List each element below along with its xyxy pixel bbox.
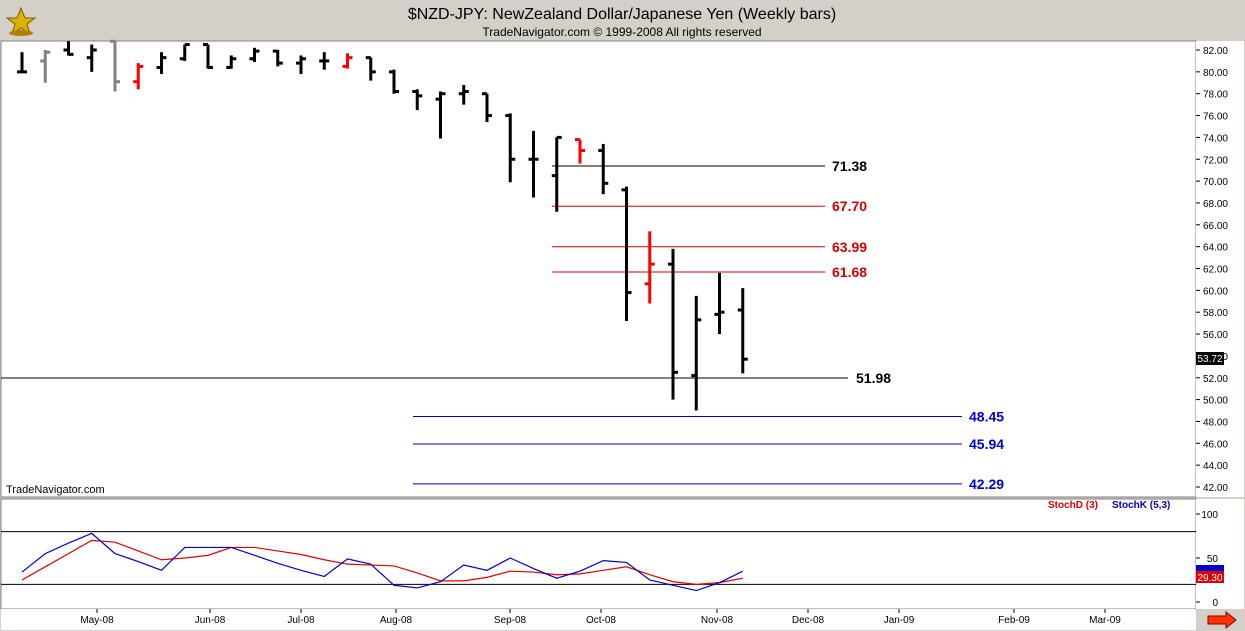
price-axis: 42.0044.0046.0048.0050.0052.0054.0056.00… bbox=[1196, 46, 1228, 494]
stoch-tick-label: 50 bbox=[1207, 554, 1219, 565]
level-label: 45.94 bbox=[969, 436, 1004, 452]
date-tick-label: Jul-08 bbox=[287, 615, 315, 626]
date-tick-label: May-08 bbox=[80, 615, 114, 626]
price-tick-label: 48.00 bbox=[1203, 417, 1228, 428]
price-tick-label: 58.00 bbox=[1203, 308, 1228, 319]
price-tick-label: 70.00 bbox=[1203, 177, 1228, 188]
price-tick-label: 56.00 bbox=[1203, 330, 1228, 341]
price-tick-label: 72.00 bbox=[1203, 155, 1228, 166]
stochd-line bbox=[21, 539, 743, 586]
watermark-text: TradeNavigator.com bbox=[6, 484, 105, 496]
retracement-levels: 71.38 67.70 63.99 61.68 51.98 48.45 45.94 42.29 bbox=[1, 158, 1004, 492]
price-tick-label: 68.00 bbox=[1203, 199, 1228, 210]
level-label: 67.70 bbox=[832, 198, 867, 214]
level-label: 71.38 bbox=[832, 158, 867, 174]
date-tick-label: Feb-09 bbox=[998, 615, 1030, 626]
stoch-axis-area bbox=[1196, 499, 1244, 609]
date-tick-label: Oct-08 bbox=[586, 615, 616, 626]
price-tick-label: 52.00 bbox=[1203, 374, 1228, 385]
trade-navigator-logo-icon[interactable] bbox=[4, 4, 38, 38]
stochd-value-tag bbox=[1196, 571, 1224, 583]
date-tick-label: Sep-08 bbox=[494, 615, 527, 626]
last-price-label: 53.72 bbox=[1197, 354, 1222, 365]
stoch-tick-label: 0 bbox=[1212, 598, 1218, 609]
level-label: 63.99 bbox=[832, 239, 867, 255]
date-axis: May-08 Jun-08 Jul-08 Aug-08 Sep-08 Oct-08 Nov-… bbox=[80, 609, 1121, 626]
chart-subtitle: TradeNavigator.com © 1999-2008 All right… bbox=[482, 25, 761, 39]
price-tick-label: 50.00 bbox=[1203, 396, 1228, 407]
level-label: 48.45 bbox=[969, 409, 1004, 425]
price-panel[interactable] bbox=[0, 40, 1197, 498]
date-tick-label: Dec-08 bbox=[792, 615, 825, 626]
level-label: 61.68 bbox=[832, 264, 867, 280]
price-tick-label: 82.00 bbox=[1203, 46, 1228, 57]
date-tick-label: Jan-09 bbox=[884, 615, 915, 626]
price-axis-area bbox=[1196, 41, 1244, 497]
x-axis-area bbox=[1, 609, 1196, 630]
price-tick-label: 80.00 bbox=[1203, 68, 1228, 79]
stochk-line bbox=[21, 532, 744, 592]
price-tick-label: 64.00 bbox=[1203, 243, 1228, 254]
stochd-value-label: 29.30 bbox=[1197, 573, 1222, 584]
stochk-value-tag bbox=[1196, 565, 1224, 571]
stoch-tick-label: 100 bbox=[1201, 510, 1218, 521]
date-tick-label: Aug-08 bbox=[380, 615, 413, 626]
stochastic-panel[interactable] bbox=[0, 498, 1197, 610]
date-tick-label: Nov-08 bbox=[701, 615, 734, 626]
stochd-legend: StochD (3) bbox=[1048, 500, 1098, 511]
chart-title: $NZD-JPY: NewZealand Dollar/Japanese Yen… bbox=[408, 6, 836, 23]
level-label: 42.29 bbox=[969, 476, 1004, 492]
price-tick-label: 42.00 bbox=[1203, 483, 1228, 494]
price-tick-label: 78.00 bbox=[1203, 90, 1228, 101]
price-tick-label: 66.00 bbox=[1203, 221, 1228, 232]
price-tick-label: 76.00 bbox=[1203, 112, 1228, 123]
date-tick-label: Jun-08 bbox=[195, 615, 226, 626]
ohlc-bars bbox=[17, 39, 748, 411]
scroll-right-arrow-icon[interactable] bbox=[1207, 610, 1237, 630]
price-tick-label: 62.00 bbox=[1203, 265, 1228, 276]
price-tick-label: 46.00 bbox=[1203, 439, 1228, 450]
stochk-legend: StochK (5,3) bbox=[1112, 500, 1170, 511]
last-price-tag bbox=[1196, 352, 1224, 365]
stochastic-oscillator: 100 50 0 bbox=[1, 510, 1218, 609]
price-tick-label: 44.00 bbox=[1203, 461, 1228, 472]
price-tick-label: 60.00 bbox=[1203, 286, 1228, 297]
level-label: 51.98 bbox=[856, 370, 891, 386]
date-tick-label: Mar-09 bbox=[1089, 615, 1121, 626]
price-tick-label: 74.00 bbox=[1203, 133, 1228, 144]
